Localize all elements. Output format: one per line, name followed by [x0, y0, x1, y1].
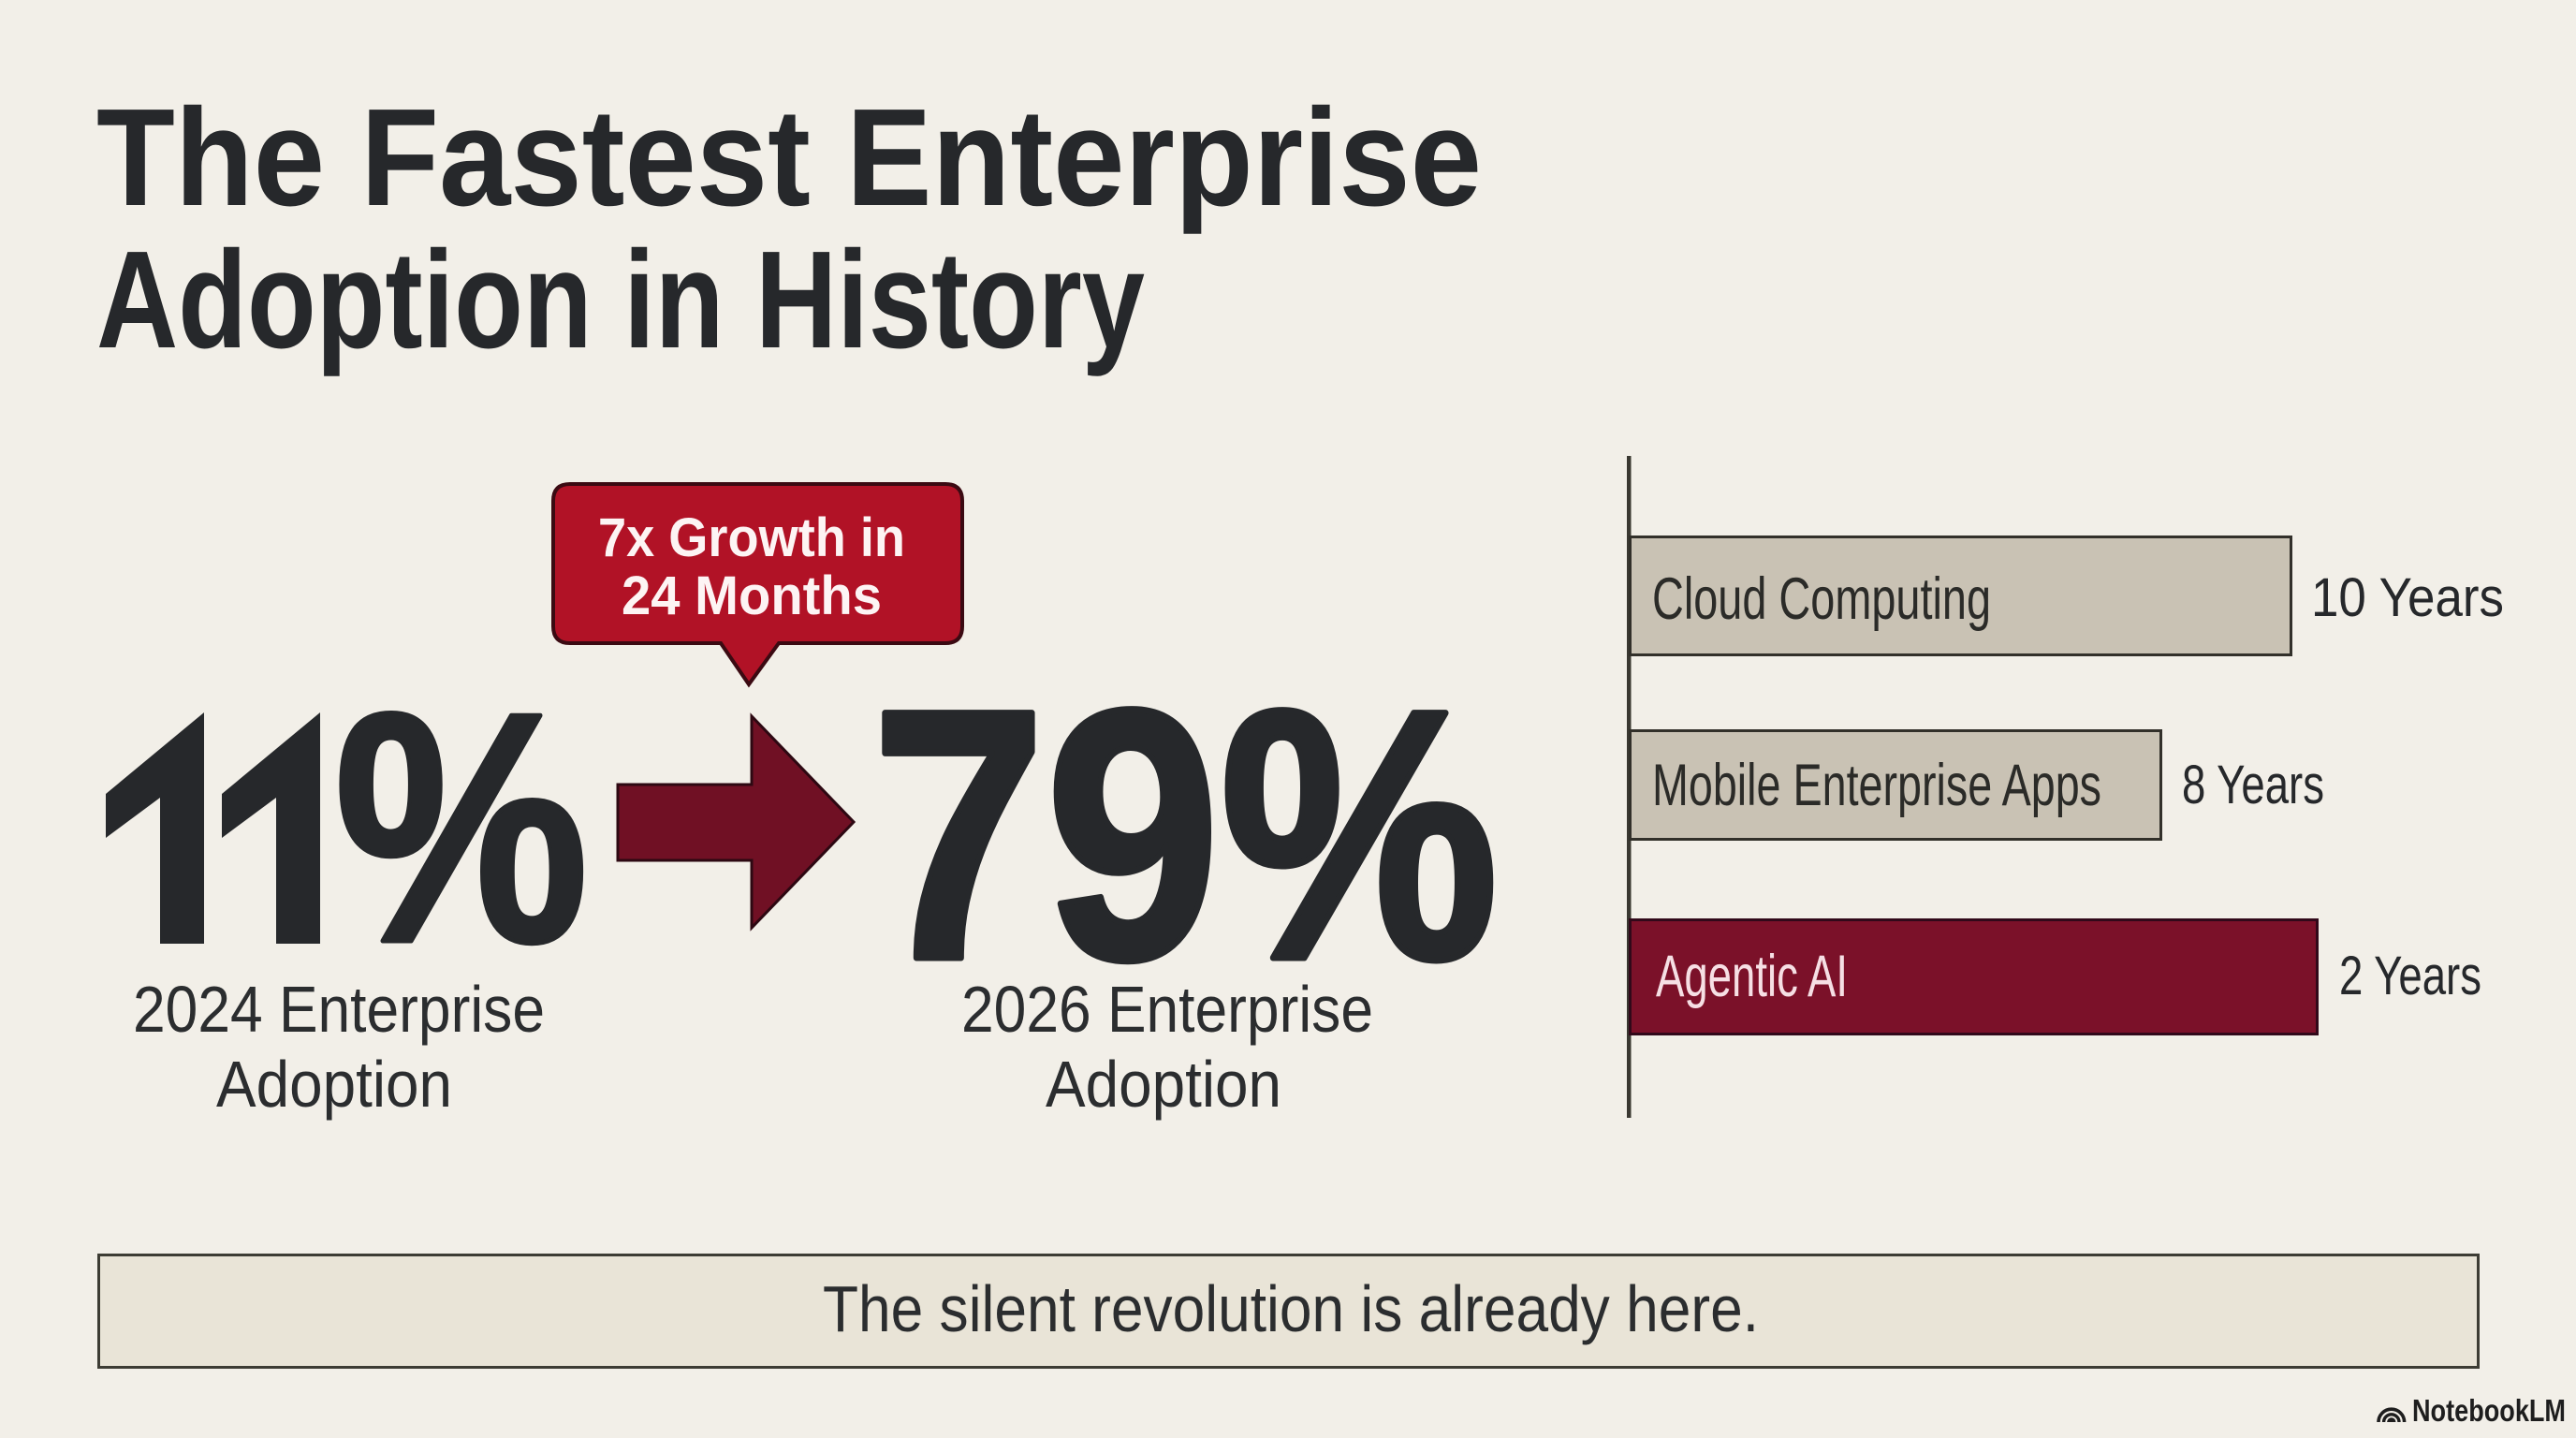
svg-text:24 Months: 24 Months	[622, 565, 882, 626]
svg-text:Adoption: Adoption	[1046, 1048, 1281, 1121]
svg-text:Adoption: Adoption	[216, 1048, 452, 1121]
svg-text:NotebookLM: NotebookLM	[2412, 1393, 2566, 1428]
svg-text:2 Years: 2 Years	[2339, 946, 2481, 1006]
svg-text:79%: 79%	[871, 636, 1499, 1034]
svg-text:10 Years: 10 Years	[2311, 567, 2504, 628]
svg-text:Mobile Enterprise Apps: Mobile Enterprise Apps	[1652, 753, 2101, 818]
svg-text:The silent revolution is alrea: The silent revolution is already here.	[823, 1272, 1759, 1345]
svg-text:The Fastest Enterprise: The Fastest Enterprise	[96, 81, 1482, 235]
svg-text:8 Years: 8 Years	[2182, 755, 2324, 815]
svg-text:Agentic AI: Agentic AI	[1656, 944, 1848, 1009]
svg-text:2026 Enterprise: 2026 Enterprise	[961, 973, 1373, 1046]
svg-text:Adoption in History: Adoption in History	[96, 223, 1145, 377]
svg-text:2024 Enterprise: 2024 Enterprise	[133, 973, 545, 1046]
svg-text:Cloud Computing: Cloud Computing	[1652, 566, 1991, 632]
svg-text:%: %	[334, 645, 589, 1011]
svg-text:7x Growth in: 7x Growth in	[598, 507, 905, 568]
